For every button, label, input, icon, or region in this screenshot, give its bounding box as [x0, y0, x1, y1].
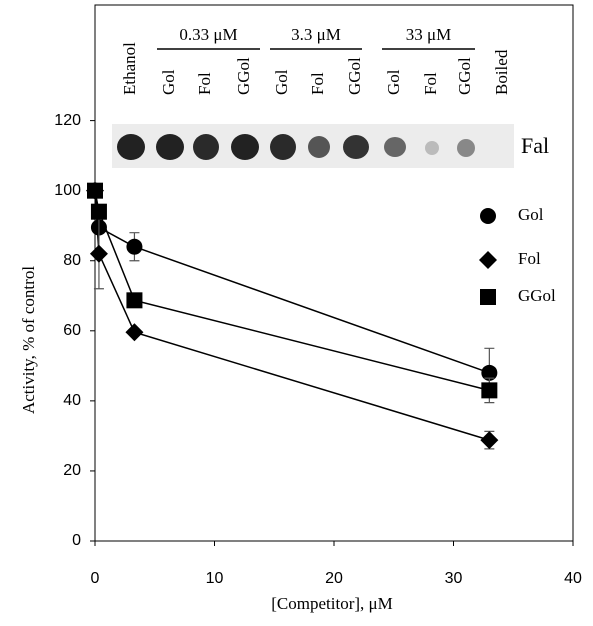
lane-label: GGol — [345, 57, 364, 95]
band-label: Fal — [521, 133, 549, 158]
band — [343, 135, 369, 159]
point — [126, 239, 142, 255]
point — [480, 431, 498, 449]
x-axis-label: [Competitor], μM — [271, 594, 393, 613]
lane-label: Fol — [195, 72, 214, 95]
lane-label: Gol — [159, 69, 178, 95]
band — [457, 139, 475, 157]
x-tick-label: 30 — [445, 570, 463, 587]
point — [125, 323, 143, 341]
band — [270, 134, 296, 160]
page: Fal [Competitor], μM Activity, % of cont… — [0, 0, 593, 626]
lane-label: GGol — [234, 57, 253, 95]
lane-group-label: 33 μM — [406, 25, 451, 44]
band — [384, 137, 406, 157]
series — [86, 182, 498, 449]
lane-label: Gol — [272, 69, 291, 95]
gel-image — [112, 124, 514, 168]
y-tick-label: 60 — [63, 322, 81, 339]
series — [87, 183, 497, 398]
band — [193, 134, 219, 160]
point — [90, 245, 108, 263]
lane-label: Fol — [308, 72, 327, 95]
lane-label: GGol — [455, 57, 474, 95]
x-tick-label: 40 — [564, 570, 582, 587]
band — [425, 141, 439, 155]
point — [126, 292, 142, 308]
y-tick-label: 80 — [63, 252, 81, 269]
series — [87, 183, 497, 403]
y-tick-label: 120 — [54, 112, 81, 129]
legend-marker — [480, 208, 496, 224]
y-tick-label: 40 — [63, 392, 81, 409]
point — [481, 382, 497, 398]
y-tick-label: 0 — [72, 532, 81, 549]
lane-group-label: 3.3 μM — [291, 25, 341, 44]
x-tick-label: 0 — [91, 570, 100, 587]
legend-marker — [480, 289, 496, 305]
lane-label: Gol — [384, 69, 403, 95]
lane-label: Fol — [421, 72, 440, 95]
x-tick-label: 10 — [206, 570, 224, 587]
legend-label: GGol — [518, 286, 556, 305]
lane-label: Boiled — [492, 49, 511, 95]
band — [156, 134, 184, 160]
point — [87, 183, 103, 199]
y-tick-label: 100 — [54, 182, 81, 199]
point — [91, 204, 107, 220]
legend-label: Fol — [518, 249, 541, 268]
series-line — [95, 191, 489, 391]
legend-label: Gol — [518, 205, 544, 224]
legend-marker — [479, 251, 497, 269]
legend: Gol Fol GGol — [479, 205, 556, 305]
series-line — [95, 191, 489, 440]
series-line — [95, 191, 489, 373]
x-tick-label: 20 — [325, 570, 343, 587]
band — [117, 134, 145, 160]
y-axis-label: Activity, % of control — [19, 266, 38, 414]
lane-label: Ethanol — [120, 42, 139, 95]
y-tick-label: 20 — [63, 462, 81, 479]
chart: Fal [Competitor], μM Activity, % of cont… — [0, 0, 593, 626]
band — [231, 134, 259, 160]
band — [308, 136, 330, 158]
lane-group-label: 0.33 μM — [179, 25, 237, 44]
